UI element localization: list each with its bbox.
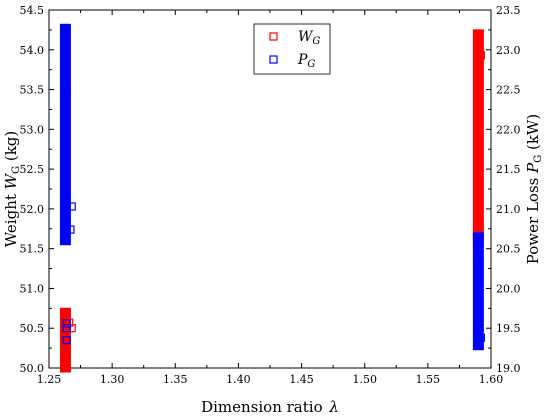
legend-wg-marker: [269, 32, 278, 41]
wg-point-cluster: [59, 307, 71, 373]
pg-point: [66, 225, 75, 234]
x-tick-label: 1.55: [416, 373, 441, 386]
x-axis-title: Dimension ratio λ: [201, 398, 339, 416]
x-tick-label: 1.60: [479, 373, 504, 386]
wg-point-cluster: [472, 29, 484, 242]
y-left-tick-label: 51.0: [20, 282, 45, 295]
y-left-tick-label: 54.0: [20, 44, 45, 57]
x-tick-label: 1.40: [226, 373, 251, 386]
pg-point-cluster: [59, 23, 71, 246]
axis-ticks: 1.25 1.30 1.35 1.40 1.45 1.50 1.55 1.60 50.0 50.5…: [20, 4, 521, 386]
legend-pg-label: PG: [297, 52, 315, 70]
y-left-tick-label: 52.5: [20, 163, 45, 176]
y-left-tick-label: 51.5: [20, 243, 45, 256]
y-right-tick-label: 20.0: [496, 282, 521, 295]
y-left-tick-label: 52.0: [20, 203, 45, 216]
pg-point: [476, 333, 485, 342]
x-tick-label: 1.50: [352, 373, 377, 386]
x-tick-label: 1.25: [37, 373, 62, 386]
y-left-tick-label: 53.0: [20, 123, 45, 136]
pg-point: [62, 319, 71, 328]
wg-point: [65, 318, 74, 327]
x-axis-title-text: Dimension ratio: [201, 398, 327, 416]
legend-wg-label: WG: [298, 29, 320, 47]
x-tick-label: 1.30: [100, 373, 125, 386]
y-left-tick-label: 54.5: [20, 4, 45, 17]
pg-point: [62, 324, 71, 333]
y-right-tick-label: 21.0: [496, 203, 521, 216]
data-points: [59, 23, 485, 373]
y-right-tick-label: 23.0: [496, 44, 521, 57]
y-right-axis-title: Power Loss PG (kW): [524, 114, 544, 264]
x-tick-label: 1.45: [289, 373, 314, 386]
y-right-tick-label: 22.5: [496, 84, 521, 97]
y-right-tick-label: 21.5: [496, 163, 521, 176]
y-right-tick-label: 22.0: [496, 123, 521, 136]
wg-point: [476, 51, 485, 60]
y-left-axis-title: Weight WG (kg): [2, 131, 22, 248]
y-left-tick-label: 50.5: [20, 322, 45, 335]
legend-pg-marker: [269, 55, 278, 64]
legend-box: [253, 23, 331, 75]
wg-point: [67, 324, 76, 333]
x-axis-title-symbol: λ: [328, 398, 339, 416]
pg-point: [62, 336, 71, 345]
y-right-tick-label: 19.5: [496, 322, 521, 335]
y-right-tick-label: 20.5: [496, 243, 521, 256]
y-left-tick-label: 53.5: [20, 84, 45, 97]
pg-point-cluster: [472, 232, 484, 351]
y-right-tick-label: 19.0: [496, 362, 521, 375]
x-tick-label: 1.35: [163, 373, 188, 386]
y-left-tick-label: 50.0: [20, 362, 45, 375]
pg-point: [67, 202, 76, 211]
y-right-tick-label: 23.5: [496, 4, 521, 17]
legend: WG PG: [253, 23, 331, 75]
